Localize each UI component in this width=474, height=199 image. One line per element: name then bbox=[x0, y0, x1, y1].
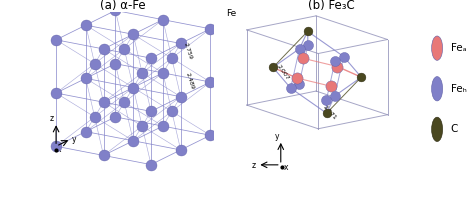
Point bbox=[52, 145, 60, 148]
Point bbox=[82, 23, 90, 27]
Text: 2.489: 2.489 bbox=[184, 71, 195, 90]
Point bbox=[287, 87, 294, 90]
Point bbox=[111, 115, 119, 119]
Point bbox=[177, 148, 184, 151]
Point bbox=[177, 95, 184, 98]
Point bbox=[138, 124, 146, 128]
Ellipse shape bbox=[431, 117, 443, 141]
Point bbox=[159, 18, 167, 21]
Point bbox=[147, 110, 155, 113]
Point bbox=[120, 47, 128, 51]
Text: y: y bbox=[72, 135, 76, 144]
Point bbox=[168, 110, 175, 113]
Point bbox=[304, 43, 312, 46]
Point bbox=[100, 101, 107, 104]
Point bbox=[328, 85, 335, 88]
Point bbox=[138, 71, 146, 74]
Text: Fe: Fe bbox=[227, 9, 237, 18]
Point bbox=[129, 33, 137, 36]
Point bbox=[168, 57, 175, 60]
Text: x: x bbox=[284, 163, 288, 172]
Point bbox=[331, 94, 338, 98]
Point bbox=[52, 38, 60, 41]
Point bbox=[269, 66, 277, 69]
Point bbox=[177, 42, 184, 45]
Text: z: z bbox=[251, 161, 255, 170]
Point bbox=[111, 62, 119, 65]
Point bbox=[129, 86, 137, 89]
Point bbox=[100, 47, 107, 51]
Point bbox=[82, 130, 90, 133]
Text: 2.759: 2.759 bbox=[182, 42, 192, 60]
Text: Feₕ: Feₕ bbox=[451, 84, 466, 94]
Title: (b) Fe₃C: (b) Fe₃C bbox=[309, 0, 355, 12]
Point bbox=[304, 30, 311, 33]
Point bbox=[147, 163, 155, 166]
Point bbox=[120, 101, 128, 104]
Text: 2.007: 2.007 bbox=[275, 64, 290, 81]
Point bbox=[323, 112, 330, 115]
Point bbox=[323, 98, 330, 101]
Title: (a) α-Fe: (a) α-Fe bbox=[100, 0, 146, 12]
Point bbox=[111, 9, 119, 12]
Text: Feₐ: Feₐ bbox=[451, 43, 466, 53]
Point bbox=[207, 134, 214, 137]
Point bbox=[147, 57, 155, 60]
Point bbox=[357, 76, 365, 79]
Point bbox=[159, 125, 167, 128]
Point bbox=[340, 55, 347, 58]
Text: 2.571: 2.571 bbox=[322, 104, 337, 120]
Text: C: C bbox=[451, 124, 458, 134]
Point bbox=[91, 115, 99, 118]
Text: x: x bbox=[57, 145, 62, 154]
Point bbox=[334, 65, 341, 68]
Point bbox=[100, 154, 107, 157]
Point bbox=[159, 71, 167, 74]
Point bbox=[296, 47, 303, 50]
Point bbox=[91, 62, 99, 65]
Point bbox=[295, 83, 303, 86]
Ellipse shape bbox=[431, 36, 443, 60]
Point bbox=[82, 77, 90, 80]
Ellipse shape bbox=[431, 77, 443, 101]
Point bbox=[207, 27, 214, 30]
Point bbox=[293, 76, 301, 80]
Point bbox=[207, 80, 214, 84]
Point bbox=[299, 57, 307, 60]
Point bbox=[331, 59, 339, 62]
Point bbox=[129, 139, 137, 142]
Text: z: z bbox=[49, 114, 54, 123]
Point bbox=[52, 92, 60, 95]
Text: y: y bbox=[274, 132, 279, 141]
